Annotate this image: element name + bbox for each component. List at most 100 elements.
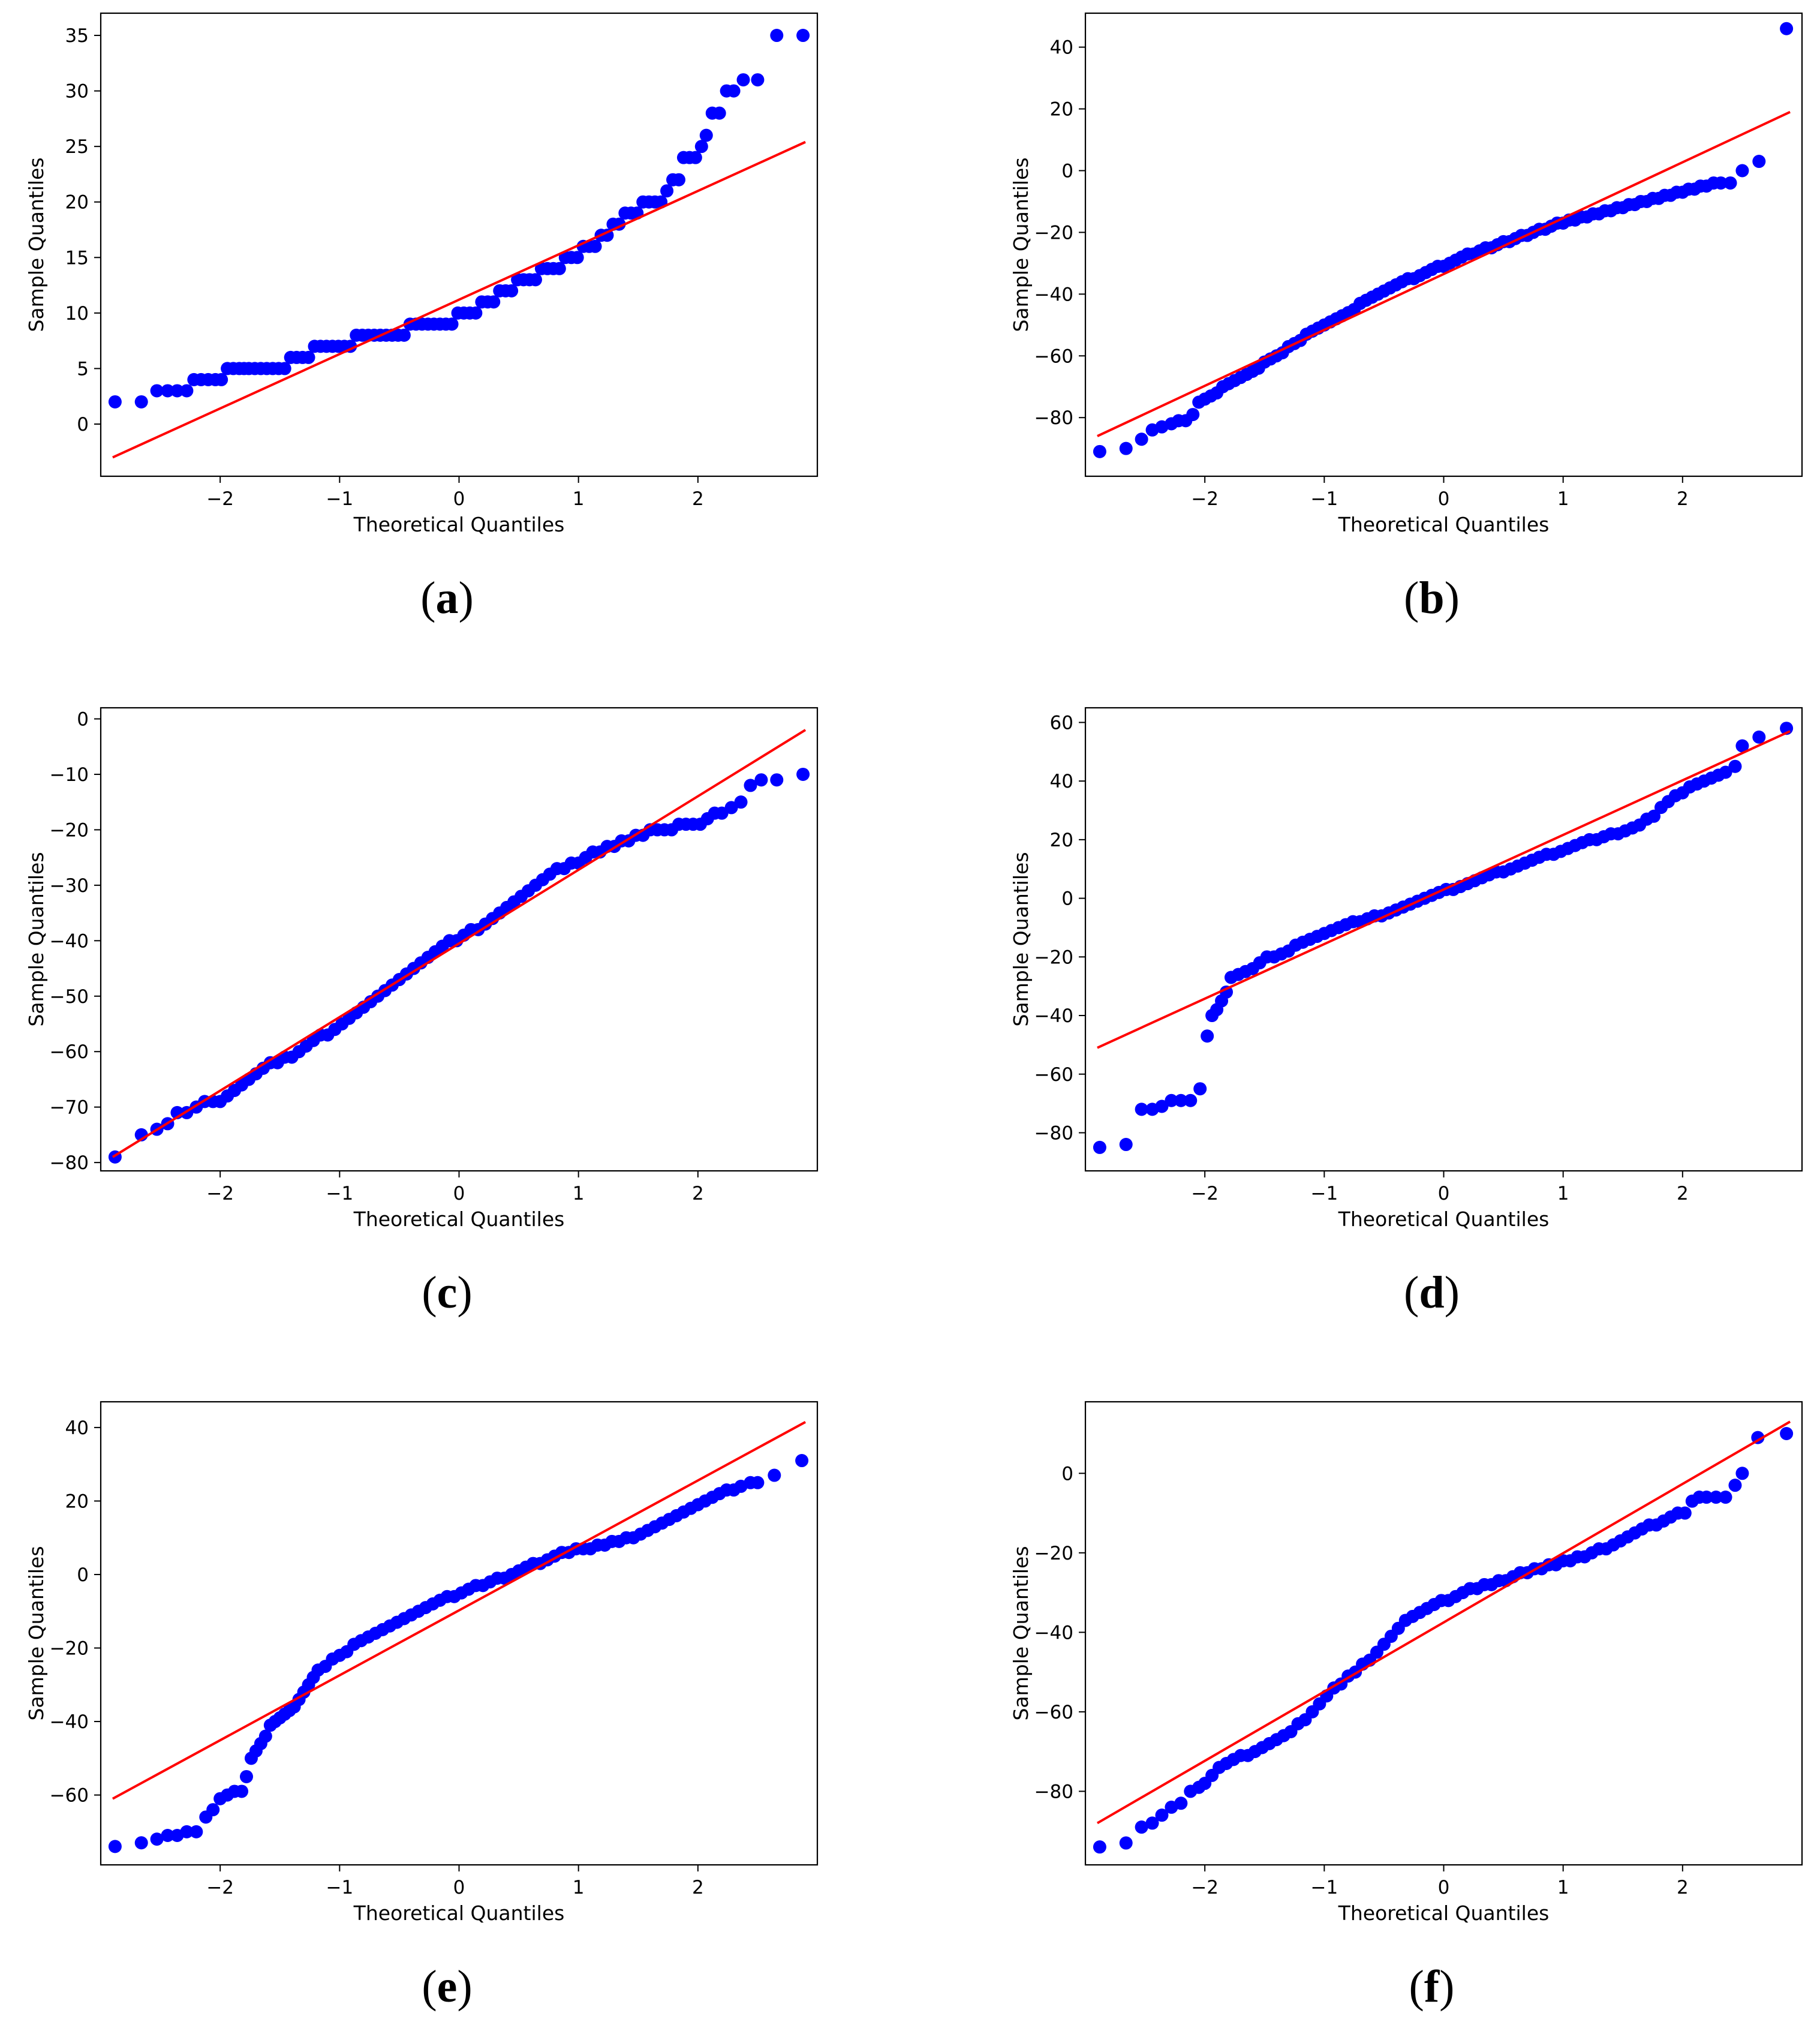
- chart-f-data-point: [1093, 1840, 1106, 1854]
- chart-a-data-point: [796, 29, 810, 43]
- chart-e-caption: (e): [422, 1961, 472, 2012]
- chart-b-data-point: [1780, 22, 1794, 35]
- chart-d-data-point: [1193, 1082, 1207, 1096]
- chart-e-data-point: [134, 1836, 148, 1850]
- chart-f-data-point: [1135, 1820, 1148, 1834]
- chart-e-y-axis-title: Sample Quantiles: [25, 1546, 48, 1720]
- chart-e-y-tick-label: −40: [50, 1711, 89, 1733]
- chart-e-data-point: [150, 1832, 164, 1846]
- chart-e-plot-frame: [100, 1401, 819, 1866]
- chart-b-data-point: [1093, 444, 1106, 458]
- chart-e-data-point: [206, 1803, 220, 1817]
- chart-d-x-tick-label: 1: [1557, 1183, 1569, 1204]
- chart-a-data-point: [552, 262, 566, 275]
- chart-e-y-tick-label: 20: [65, 1491, 89, 1512]
- chart-e-x-tick-label: 0: [453, 1877, 465, 1898]
- chart-a-x-tick-label: −2: [206, 488, 234, 510]
- chart-f-y-tick-label: 0: [1061, 1463, 1073, 1485]
- chart-c-x-tick-label: 0: [453, 1183, 465, 1204]
- chart-c-y-tick-label: −10: [50, 764, 89, 786]
- chart-d-x-tick-label: 0: [1438, 1183, 1450, 1204]
- chart-a-caption: (a): [420, 573, 474, 623]
- chart-a-data-point: [505, 284, 519, 298]
- chart-a-data-point: [134, 395, 148, 408]
- chart-a-data-point: [278, 362, 291, 375]
- chart-b-y-axis-title: Sample Quantiles: [1009, 157, 1033, 332]
- chart-a-y-tick-label: 30: [65, 81, 89, 103]
- chart-f-y-tick-label: −40: [1034, 1622, 1073, 1644]
- chart-a-x-tick-label: 1: [573, 488, 585, 510]
- chart-b-data-point: [1735, 164, 1749, 178]
- chart-a-y-axis-title: Sample Quantiles: [25, 157, 48, 332]
- chart-a-data-point: [397, 328, 411, 342]
- chart-f-data-point: [1174, 1796, 1188, 1810]
- chart-c-caption: (c): [422, 1267, 472, 1318]
- chart-f-data-point: [1155, 1808, 1169, 1822]
- chart-d-data-point: [1719, 765, 1732, 779]
- chart-b-x-tick-label: 2: [1677, 488, 1689, 510]
- chart-b-data-point: [1714, 176, 1728, 190]
- chart-b-data-point: [1752, 155, 1766, 169]
- chart-d-data-point: [1201, 1029, 1214, 1043]
- chart-f-x-tick-label: 1: [1557, 1877, 1569, 1898]
- chart-c-x-tick-label: −2: [206, 1183, 234, 1204]
- chart-d-caption: (d): [1404, 1267, 1460, 1318]
- chart-e-x-tick-label: 1: [573, 1877, 585, 1898]
- chart-a-y-tick-label: 25: [65, 136, 89, 158]
- chart-c-x-tick-label: −1: [326, 1183, 353, 1204]
- chart-e-y-tick-label: −60: [50, 1785, 89, 1807]
- chart-e-data-point: [768, 1468, 781, 1482]
- chart-c-y-axis-title: Sample Quantiles: [25, 852, 48, 1026]
- chart-f-data-point: [1709, 1491, 1723, 1504]
- chart-c-data-point: [715, 806, 729, 820]
- chart-e-x-tick-label: −2: [206, 1877, 234, 1898]
- chart-b-x-tick-label: 1: [1557, 488, 1569, 510]
- chart-d-data-point: [1135, 1102, 1148, 1116]
- chart-a-data-point: [528, 273, 542, 287]
- chart-b-panel: −2 −1 0 1 2 −80 −60 −40 −20 0 20 40 Theoretical Quan…: [1009, 12, 1803, 623]
- chart-a-y-tick-label: 10: [65, 303, 89, 325]
- chart-e-x-tick-label: −1: [326, 1877, 353, 1898]
- chart-d-y-tick-label: −40: [1034, 1005, 1073, 1027]
- chart-a-x-tick-label: 2: [692, 488, 704, 510]
- chart-a-x-tick-label: 0: [453, 488, 465, 510]
- chart-a-data-point: [180, 384, 194, 398]
- chart-b-y-tick-label: −20: [1034, 222, 1073, 244]
- chart-e-data-point: [751, 1476, 765, 1489]
- chart-b-plot-frame: [1084, 12, 1803, 477]
- chart-b-x-tick-label: −2: [1191, 488, 1219, 510]
- chart-d-data-point: [1728, 759, 1742, 773]
- chart-a-y-tick-label: 5: [77, 358, 89, 380]
- chart-a-data-point: [588, 239, 602, 253]
- chart-d-data-point: [1174, 1093, 1188, 1107]
- chart-d-data-point: [1752, 730, 1766, 744]
- chart-f-data-point: [1728, 1479, 1742, 1492]
- chart-b-y-tick-label: 40: [1050, 37, 1073, 59]
- chart-b-reference-line: [1097, 110, 1791, 437]
- chart-e-data-point: [235, 1784, 249, 1798]
- chart-c-x-tick-label: 1: [573, 1183, 585, 1204]
- chart-f-y-axis-title: Sample Quantiles: [1009, 1546, 1033, 1720]
- chart-e-data-point: [108, 1840, 122, 1853]
- chart-f-data-point: [1119, 1836, 1133, 1850]
- chart-d-y-tick-label: 20: [1050, 830, 1073, 851]
- chart-d-data-point: [1735, 739, 1749, 753]
- chart-d-data-point: [1119, 1138, 1133, 1152]
- chart-f-data-point: [1751, 1431, 1765, 1444]
- chart-d-y-tick-label: −80: [1034, 1122, 1073, 1144]
- chart-a-data-point: [712, 106, 726, 120]
- chart-a-reference-line: [112, 140, 806, 459]
- chart-a-data-point: [302, 350, 315, 364]
- chart-d-y-tick-label: −20: [1034, 947, 1073, 968]
- chart-d-y-axis-title: Sample Quantiles: [1009, 852, 1033, 1026]
- chart-a-y-tick-label: 35: [65, 25, 89, 47]
- chart-d-panel: −2 −1 0 1 2 −80 −60 −40 −20 0 20 40 60 Theoretical Qu…: [1009, 707, 1803, 1318]
- chart-b-x-axis-title: Theoretical Quantiles: [1338, 513, 1550, 536]
- chart-e-x-axis-title: Theoretical Quantiles: [353, 1901, 565, 1925]
- chart-a-data-point: [727, 84, 741, 98]
- chart-c-y-tick-label: −30: [50, 875, 89, 897]
- chart-d-x-tick-label: 2: [1677, 1183, 1689, 1204]
- chart-c-y-tick-label: −70: [50, 1097, 89, 1119]
- chart-a-data-point: [672, 173, 685, 187]
- chart-c-data-point: [744, 779, 757, 792]
